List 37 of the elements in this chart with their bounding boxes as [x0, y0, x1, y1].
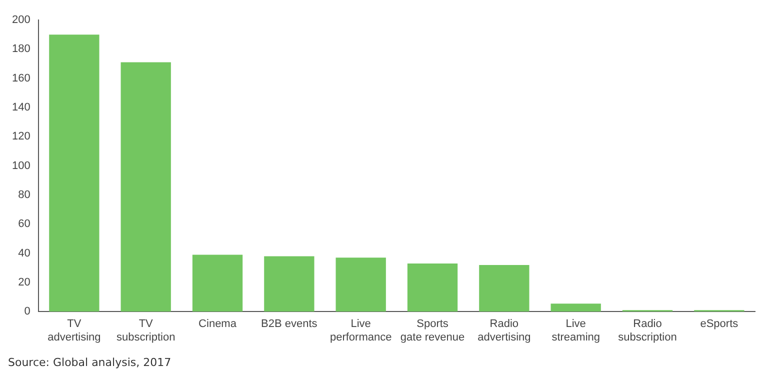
x-tick-label: Cinema	[198, 318, 238, 330]
category-label: subscription	[116, 331, 176, 344]
bar	[336, 258, 386, 312]
y-tick-label: 20	[18, 276, 30, 288]
category-label: subscription	[618, 331, 677, 344]
x-tick-label: B2B events	[261, 318, 318, 330]
bar	[49, 34, 100, 312]
category-label: TV	[67, 318, 82, 330]
category-label: Live	[566, 318, 586, 330]
bar	[479, 264, 530, 312]
category-label: streaming	[552, 331, 600, 344]
bar	[550, 304, 601, 312]
category-label: advertising	[48, 331, 101, 344]
y-tick-label: 80	[18, 188, 30, 201]
y-tick-label: 0	[24, 306, 30, 318]
y-tick-label: 200	[12, 14, 30, 26]
category-label: gate revenue	[400, 331, 465, 344]
y-tick-label: 40	[18, 247, 30, 260]
category-label: TV	[138, 318, 153, 330]
category-label: Radio	[490, 318, 519, 330]
y-tick-label: 140	[12, 102, 30, 114]
y-tick-label: 180	[12, 43, 30, 56]
bar	[192, 254, 243, 312]
category-label: Radio	[633, 318, 662, 330]
category-label: advertising	[478, 331, 531, 344]
category-label: Sports	[416, 318, 448, 330]
y-tick-label: 100	[12, 160, 30, 172]
category-label: Live	[350, 318, 371, 330]
bar	[120, 62, 171, 312]
y-tick-label: 160	[12, 72, 30, 84]
y-tick-label: 60	[18, 218, 30, 230]
bar	[264, 256, 314, 312]
x-tick-label: eSports	[700, 318, 739, 330]
source-note: Source: Global analysis, 2017	[8, 356, 172, 369]
bar	[407, 263, 458, 312]
category-label: performance	[330, 331, 392, 344]
y-tick-label: 120	[12, 130, 30, 143]
